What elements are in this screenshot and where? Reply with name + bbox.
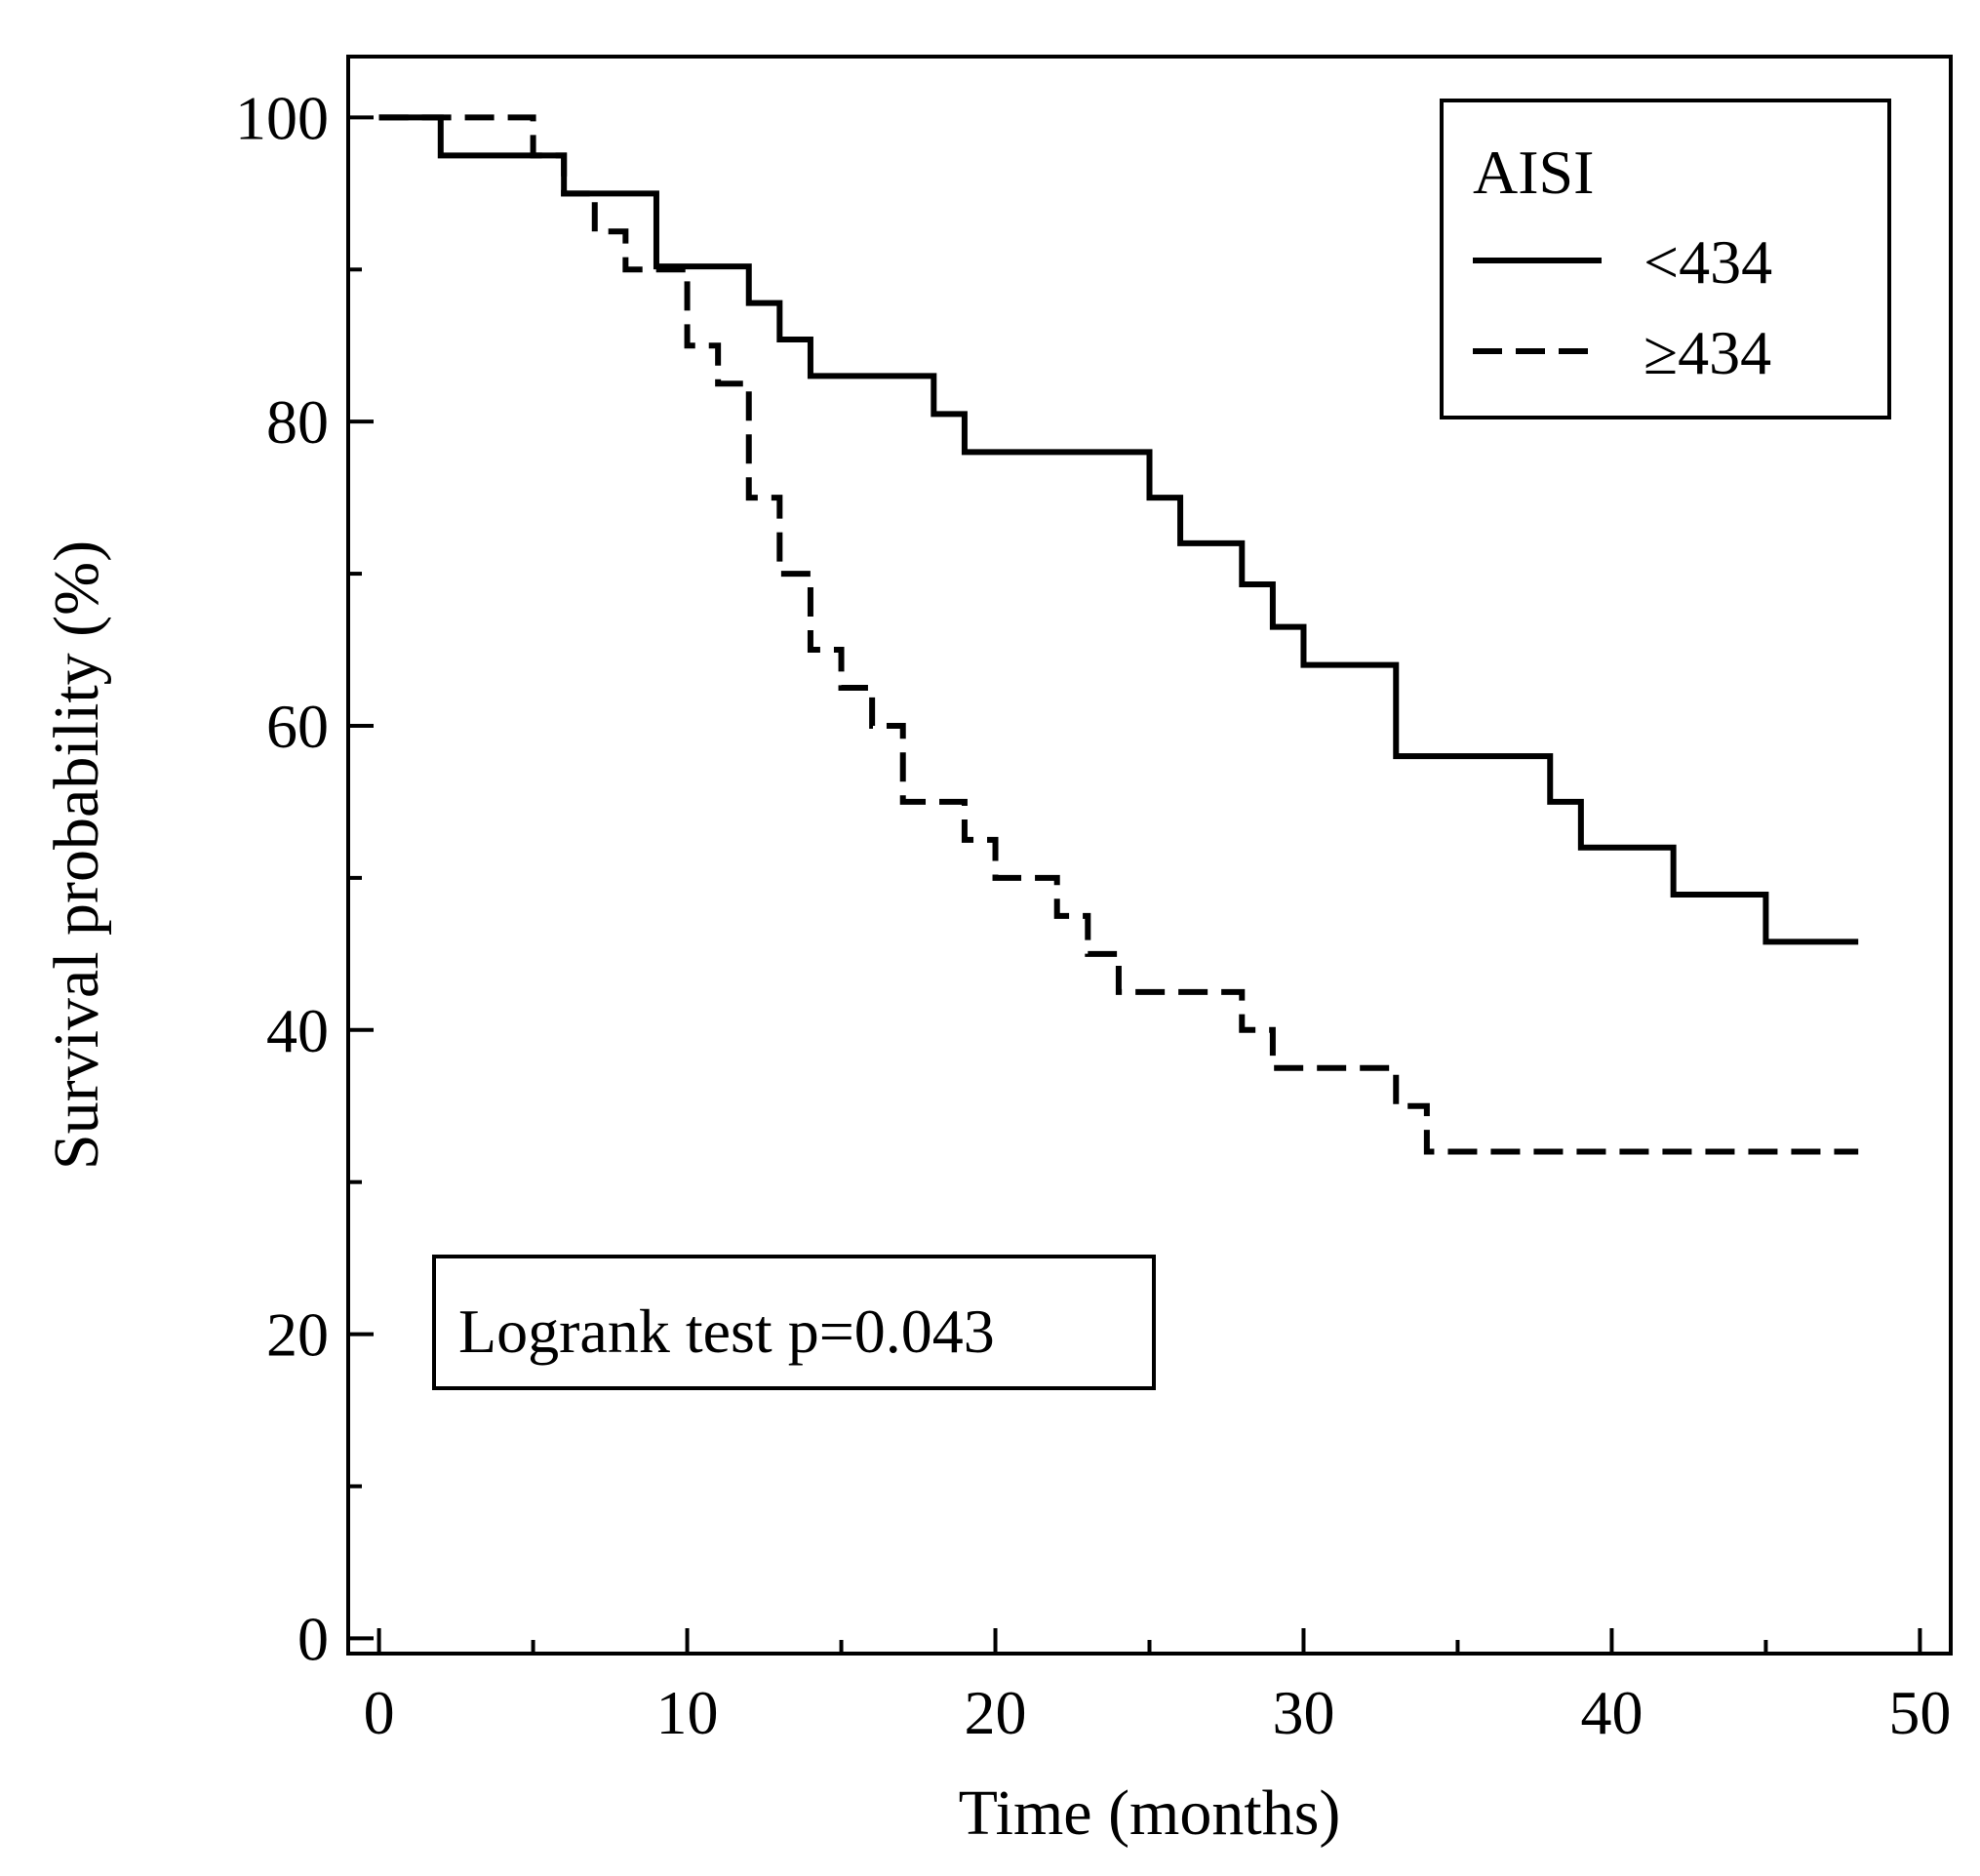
survival-curve-low-aisi: [378, 114, 1859, 945]
y-tick-label: 0: [297, 1604, 329, 1673]
legend-title: AISI: [1473, 138, 1594, 207]
legend: AISI <434 ≥434: [1440, 99, 1891, 419]
series-layer: [378, 114, 1859, 1155]
logrank-text: Logrank test p=0.043: [458, 1297, 995, 1366]
y-tick-label: 100: [235, 83, 329, 152]
y-tick-label: 20: [266, 1300, 329, 1370]
x-tick-label: 0: [364, 1678, 395, 1747]
legend-label-high: ≥434: [1643, 318, 1771, 387]
x-tick-label: 40: [1580, 1678, 1643, 1747]
x-axis-title: Time (months): [959, 1777, 1341, 1849]
ticks-layer: [348, 115, 1922, 1654]
x-tick-label: 30: [1272, 1678, 1334, 1747]
logrank-box: [432, 1255, 1156, 1390]
x-tick-label: 10: [656, 1678, 719, 1747]
legend-label-low: <434: [1643, 227, 1772, 297]
survival-curve-high-aisi: [378, 114, 1859, 1155]
y-tick-label: 60: [266, 692, 329, 761]
tick-labels: 0 10 20 30 40 50 0 20 40 60 80 100: [235, 83, 1951, 1747]
y-tick-label: 40: [266, 996, 329, 1065]
y-tick-label: 80: [266, 387, 329, 457]
logrank-annotation: Logrank test p=0.043: [432, 1255, 1156, 1390]
x-tick-label: 20: [965, 1678, 1027, 1747]
y-axis-title: Survival probability (%): [41, 540, 112, 1170]
x-tick-label: 50: [1888, 1678, 1951, 1747]
